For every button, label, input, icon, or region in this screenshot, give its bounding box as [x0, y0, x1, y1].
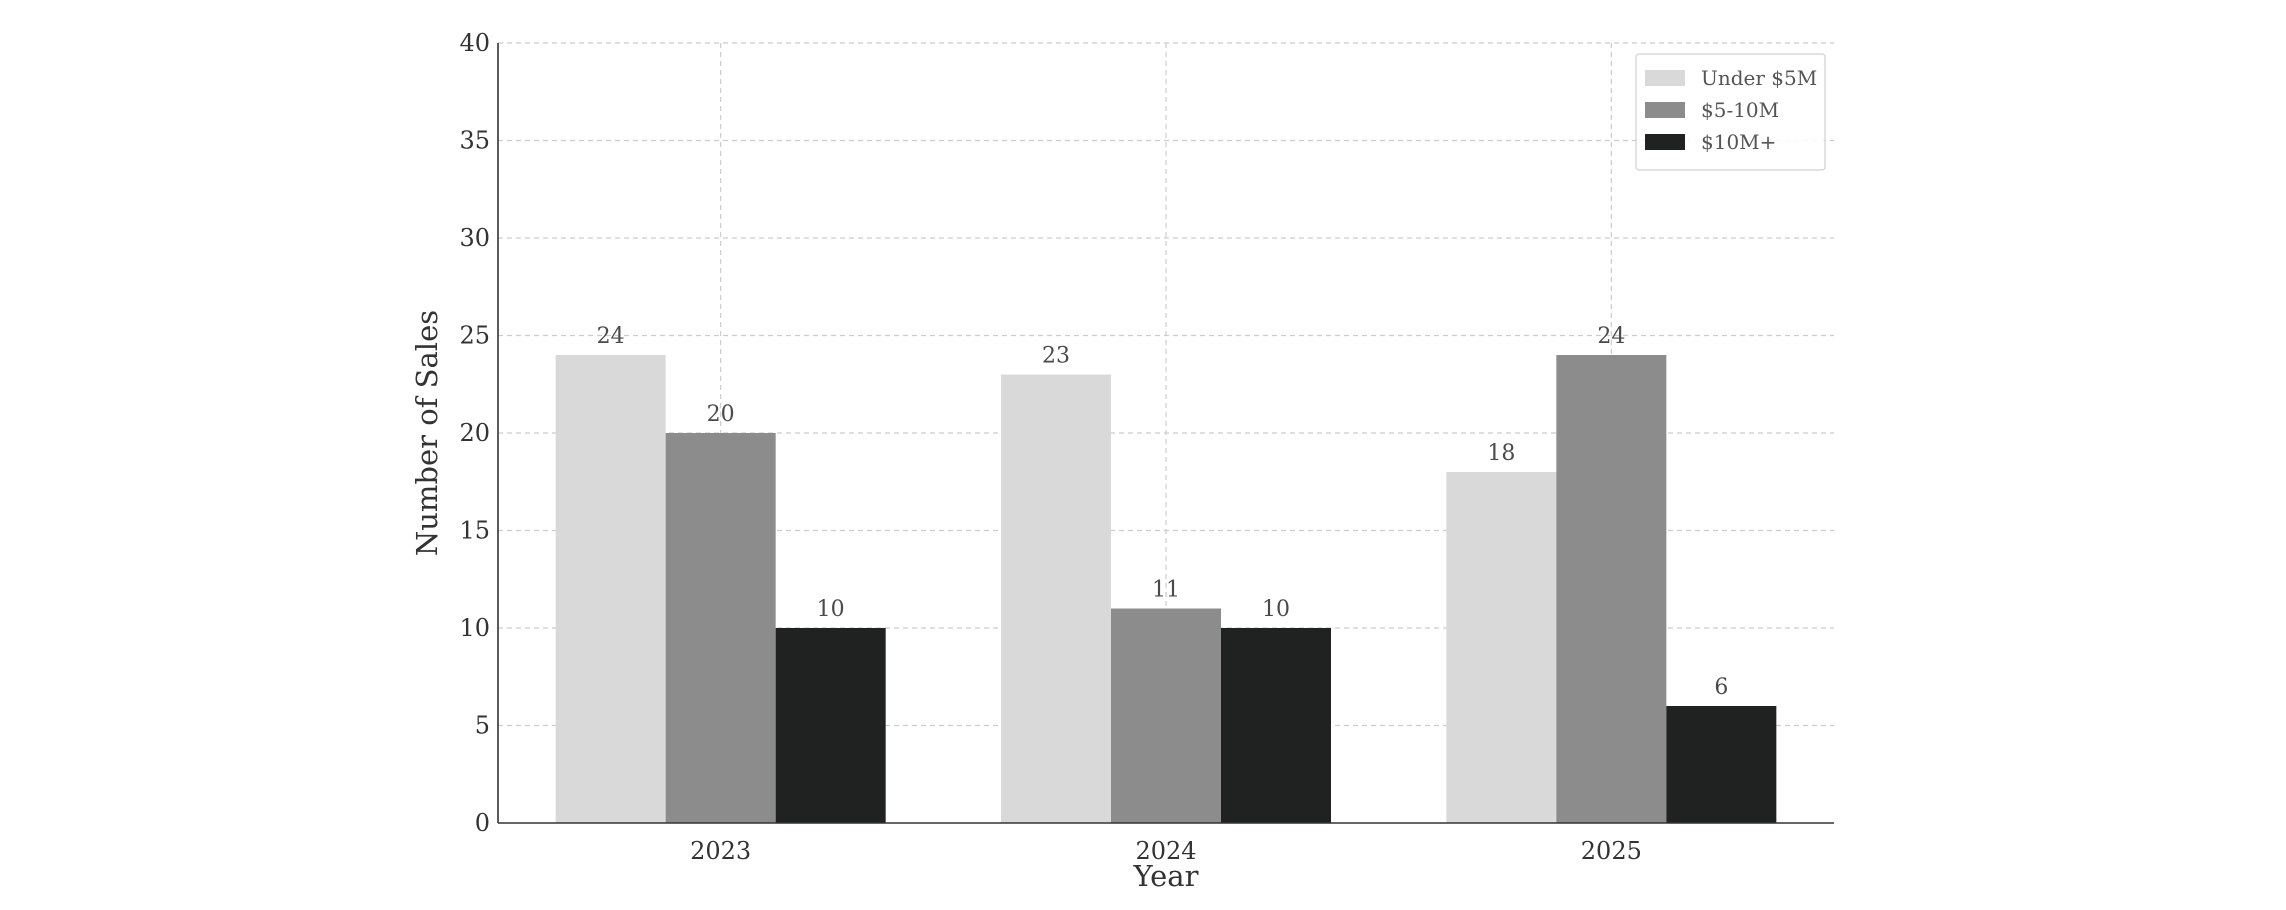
y-tick-label: 30 — [459, 224, 490, 252]
legend-swatch — [1645, 134, 1685, 150]
legend-label: $10M+ — [1701, 130, 1776, 154]
bar — [555, 355, 666, 823]
bar — [1666, 706, 1777, 823]
x-tick-label: 2023 — [690, 837, 751, 865]
y-tick-label: 40 — [459, 29, 490, 57]
bar — [1111, 608, 1221, 823]
legend-label: $5-10M — [1701, 98, 1779, 122]
y-tick-label: 25 — [459, 322, 490, 350]
bar — [1556, 355, 1667, 823]
x-axis-title: Year — [1133, 859, 1199, 893]
data-labels: 24 23 18 20 11 24 10 10 6 — [597, 324, 1729, 700]
bar-value-label: 18 — [1487, 441, 1515, 466]
legend-swatch — [1645, 102, 1685, 118]
legend-swatch — [1645, 70, 1685, 86]
x-tick-label: 2025 — [1581, 837, 1642, 865]
y-tick-label: 35 — [459, 127, 490, 155]
x-tick-label: 2024 — [1135, 837, 1196, 865]
y-tick-label: 20 — [459, 419, 490, 447]
y-tick-label: 0 — [475, 809, 490, 837]
legend-label: Under $5M — [1701, 66, 1817, 90]
bar-value-label: 11 — [1152, 578, 1180, 603]
bar-value-label: 23 — [1042, 344, 1070, 369]
y-axis-title: Number of Sales — [410, 310, 444, 556]
bar-value-label: 10 — [1262, 597, 1290, 622]
bar-value-label: 20 — [707, 402, 735, 427]
bar — [1001, 374, 1111, 823]
bar — [775, 628, 886, 823]
bar — [1221, 628, 1331, 823]
legend: Under $5M $5-10M $10M+ — [1635, 53, 1826, 171]
bar — [665, 433, 776, 823]
bar-value-label: 24 — [1597, 324, 1625, 349]
bar-value-label: 10 — [817, 597, 845, 622]
y-tick-label: 10 — [459, 614, 490, 642]
bar-value-label: 6 — [1714, 675, 1728, 700]
y-tick-label: 15 — [459, 517, 490, 545]
bar-value-label: 24 — [597, 324, 625, 349]
axes — [497, 43, 1834, 824]
bars — [555, 355, 1777, 823]
y-tick-label: 5 — [475, 712, 490, 740]
bar — [1446, 472, 1557, 823]
